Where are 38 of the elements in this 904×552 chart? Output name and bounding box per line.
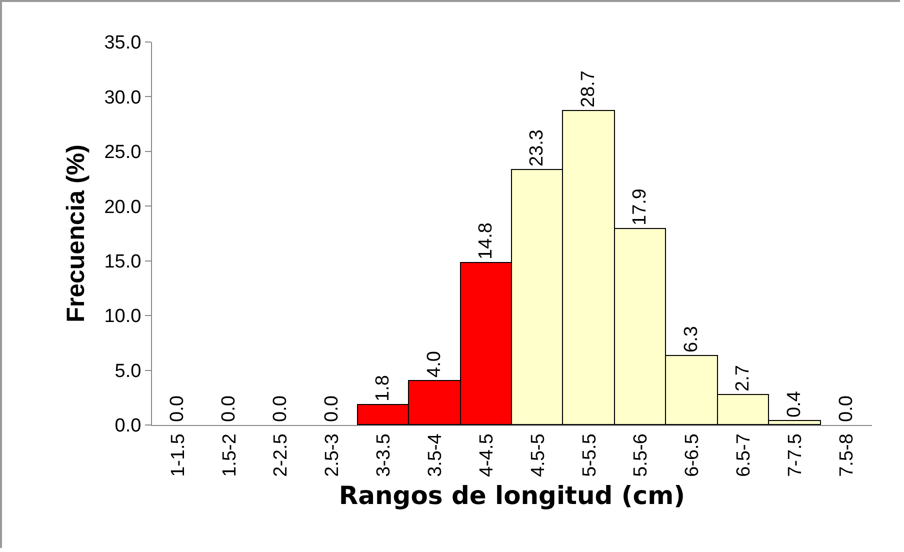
y-tick-label: 0.0 [114, 416, 142, 437]
y-axis-title: Frecuencia (%) [62, 144, 90, 322]
y-tick-label: 20.0 [104, 196, 142, 218]
x-tick-label: 3-3.5 [374, 434, 395, 477]
y-tick-label: 25.0 [104, 142, 142, 164]
data-label: 28.7 [578, 70, 599, 108]
data-label: 0.0 [167, 396, 188, 422]
y-tick-label: 5.0 [114, 360, 142, 382]
y-tick-label: 15.0 [104, 252, 142, 273]
x-tick-label: 2.5-3 [322, 434, 344, 477]
y-tick-label: 35.0 [104, 32, 142, 54]
data-label: 0.0 [218, 396, 240, 422]
data-label: 1.8 [372, 375, 394, 402]
data-label: 14.8 [476, 222, 496, 260]
x-tick-label: 6-6.5 [682, 434, 704, 477]
x-tick-label: 5.5-6 [630, 434, 652, 477]
x-axis-title: Rangos de longitud (cm) [338, 480, 686, 510]
data-label: 17.9 [630, 188, 650, 226]
x-tick-label: 4.5-5 [528, 434, 549, 477]
x-tick-label: 6.5-7 [734, 434, 755, 477]
x-tick-label: 7.5-8 [836, 434, 858, 477]
data-label: 4.0 [424, 351, 445, 378]
data-label: 0.0 [270, 396, 291, 422]
data-label: 6.3 [681, 326, 702, 352]
y-tick-label: 10.0 [104, 306, 142, 328]
x-tick-label: 5-5.5 [579, 434, 600, 477]
x-tick-label: 1.5-2 [219, 434, 240, 477]
x-tick-label: 7-7.5 [785, 434, 806, 477]
y-tick-label: 30.0 [104, 87, 142, 108]
data-label: 2.7 [732, 365, 754, 392]
x-tick-label: 3.5-4 [425, 433, 446, 477]
x-tick-label: 4-4.5 [476, 434, 498, 477]
data-label: 0.4 [784, 390, 805, 418]
data-label: 23.3 [526, 130, 548, 166]
data-label: 0.0 [836, 396, 857, 422]
x-tick-label: 2-2.5 [270, 434, 292, 477]
data-label: 0.0 [322, 396, 342, 422]
x-tick-label: 1-1.5 [168, 434, 189, 477]
